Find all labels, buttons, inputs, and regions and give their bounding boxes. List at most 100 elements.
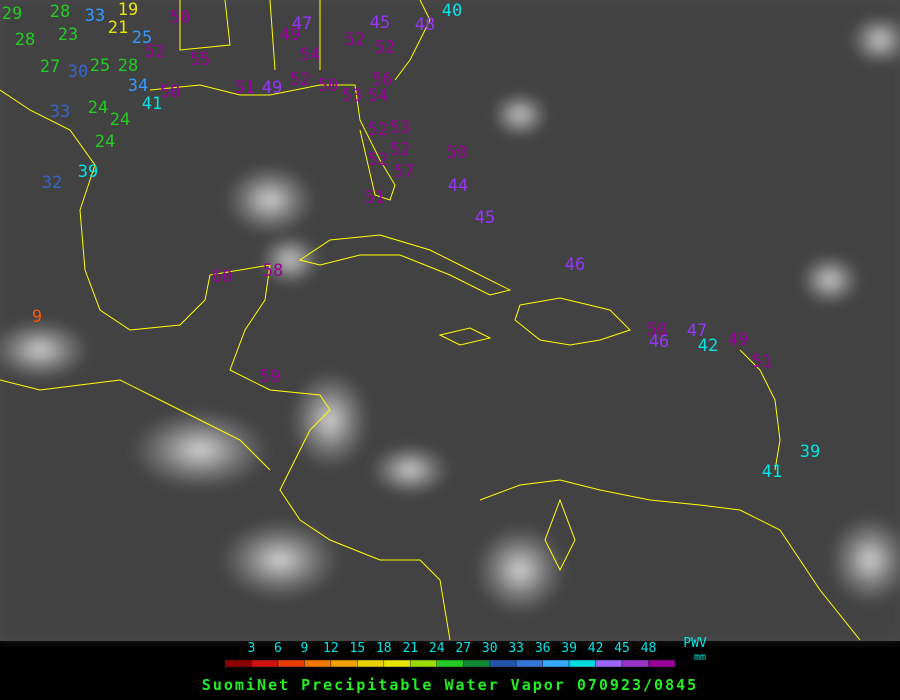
station-value: 24 [95, 132, 115, 152]
station-value: 30 [68, 62, 88, 82]
station-value: 54 [300, 45, 320, 65]
station-value: 33 [85, 6, 105, 26]
station-value: 52 [145, 42, 165, 62]
station-value: 28 [118, 56, 138, 76]
station-value: 52 [290, 70, 310, 90]
legend-tick-label: 15 [350, 641, 366, 656]
station-value: 60 [212, 267, 232, 287]
station-value: 55 [190, 50, 210, 70]
station-value: 59 [260, 367, 280, 387]
station-value: 47 [292, 14, 312, 34]
legend-tick-label: 24 [429, 641, 445, 656]
station-value: 53 [342, 86, 362, 106]
station-value: 50 [318, 76, 338, 96]
legend-swatch [436, 659, 464, 668]
station-value: 46 [565, 255, 585, 275]
station-value: 39 [78, 162, 98, 182]
station-value: 51 [235, 78, 255, 98]
legend-tick-label: 39 [561, 641, 577, 656]
caption: SuomiNet Precipitable Water Vapor 070923… [202, 676, 698, 694]
station-value: 25 [90, 56, 110, 76]
station-value: 28 [50, 2, 70, 22]
station-value: 57 [394, 162, 414, 182]
station-value: 56 [372, 70, 392, 90]
legend-tick-label: 48 [641, 641, 657, 656]
station-value: 52 [368, 150, 388, 170]
station-value: 51 [365, 188, 385, 208]
station-value: 24 [110, 110, 130, 130]
station-value: 50 [170, 8, 190, 28]
legend-swatch [224, 659, 252, 668]
station-value: 42 [698, 336, 718, 356]
coastlines [0, 0, 861, 641]
legend-swatch [489, 659, 517, 668]
station-value: 32 [42, 173, 62, 193]
legend-tick-label: 6 [274, 641, 282, 656]
legend-swatch [568, 659, 596, 668]
pwv-legend: 3 6 9 12 15 18 21 24 27 30 33 36 39 42 45 48 [224, 641, 676, 668]
station-value: 46 [649, 332, 669, 352]
station-value: 49 [728, 330, 748, 350]
legend-swatch [542, 659, 570, 668]
station-value: 41 [142, 94, 162, 114]
legend-unit: mm [694, 652, 706, 663]
station-value: 51 [752, 352, 772, 372]
legend-tick-label: 21 [402, 641, 418, 656]
legend-swatch [621, 659, 649, 668]
station-value: 45 [370, 13, 390, 33]
legend-swatch [462, 659, 490, 668]
station-value: 52 [368, 120, 388, 140]
station-value: 47 [687, 321, 707, 341]
station-value: 49 [280, 25, 300, 45]
station-value: 9 [32, 307, 42, 327]
legend-swatch [330, 659, 358, 668]
station-value: 27 [40, 57, 60, 77]
station-value: 49 [262, 78, 282, 98]
station-value: 24 [88, 98, 108, 118]
station-value: 45 [475, 208, 495, 228]
cloud-layer [0, 0, 900, 640]
station-value: 53 [390, 118, 410, 138]
station-value: 52 [345, 30, 365, 50]
legend-tick-label: 42 [588, 641, 604, 656]
station-value: 48 [415, 15, 435, 35]
legend-swatch [357, 659, 385, 668]
station-value: 54 [368, 86, 388, 106]
station-value: 58 [263, 261, 283, 281]
legend-tick-label: 9 [300, 641, 308, 656]
legend-tick-label: 45 [614, 641, 630, 656]
legend-tick-label: 33 [508, 641, 524, 656]
legend-swatch [304, 659, 332, 668]
legend-swatch [595, 659, 623, 668]
station-value: 21 [108, 18, 128, 38]
station-value: 23 [58, 25, 78, 45]
legend-tick-label: 27 [455, 641, 471, 656]
station-value: 50 [647, 320, 667, 340]
station-value: 33 [50, 102, 70, 122]
legend-swatch [648, 659, 676, 668]
station-value: 52 [375, 38, 395, 58]
legend-swatch [383, 659, 411, 668]
station-value: 34 [128, 76, 148, 96]
legend-tick-label: 3 [248, 641, 256, 656]
legend-tick-label: 12 [323, 641, 339, 656]
station-value: 50 [160, 82, 180, 102]
station-value: 19 [118, 0, 138, 20]
station-value: 52 [390, 140, 410, 160]
legend-swatch [277, 659, 305, 668]
station-value: 39 [800, 442, 820, 462]
legend-swatch [410, 659, 438, 668]
station-value: 41 [762, 462, 782, 482]
station-value: 28 [15, 30, 35, 50]
legend-tick-label: 36 [535, 641, 551, 656]
legend-swatch [251, 659, 279, 668]
station-value: 25 [132, 28, 152, 48]
station-value: 44 [448, 176, 468, 196]
legend-unit: PWV [683, 636, 707, 651]
station-value: 40 [442, 1, 462, 21]
legend-tick-label: 18 [376, 641, 392, 656]
station-value: 29 [2, 4, 22, 24]
